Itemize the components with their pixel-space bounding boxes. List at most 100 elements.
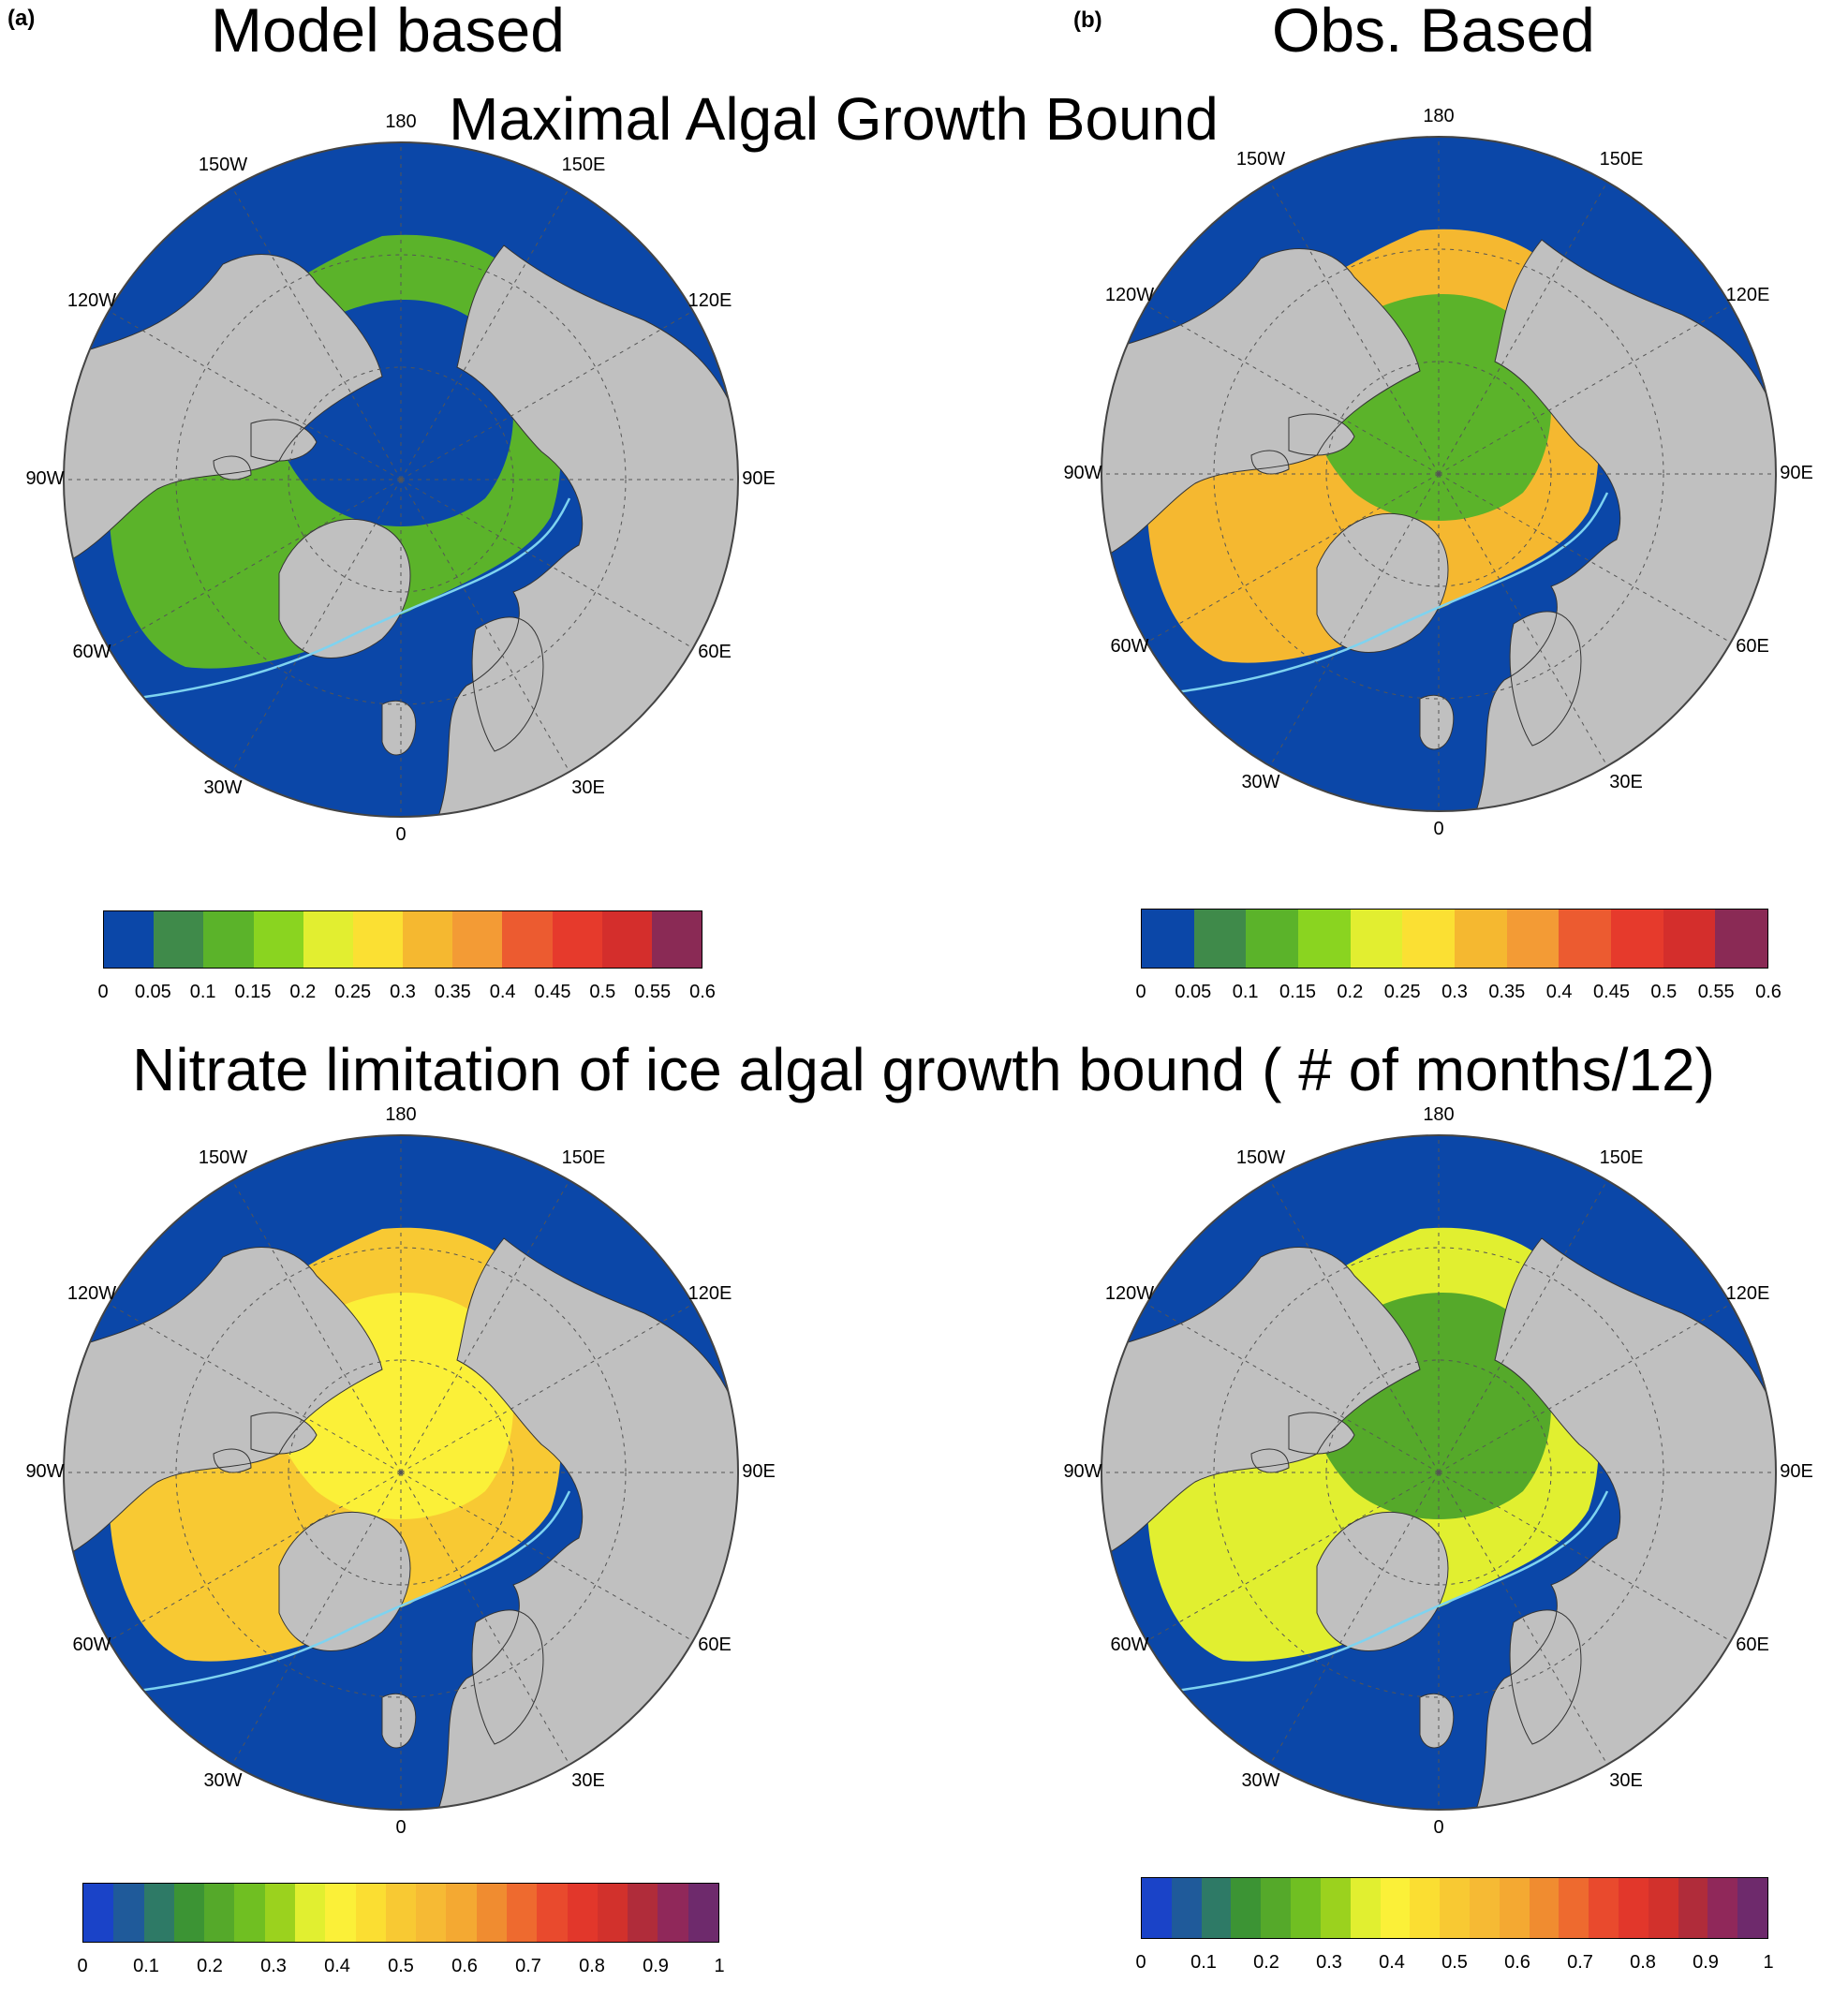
colorbar-tick-label: 0.7 bbox=[1567, 1952, 1593, 1973]
longitude-label: 150E bbox=[562, 1147, 606, 1168]
meridian-line bbox=[1438, 1472, 1732, 1642]
colorbar-swatch bbox=[1589, 1878, 1619, 1938]
longitude-label: 150E bbox=[1600, 149, 1644, 170]
longitude-label: 90W bbox=[25, 1461, 64, 1482]
colorbar-swatch bbox=[203, 911, 254, 968]
landmass-layer bbox=[1101, 1237, 1776, 1810]
colorbar-swatch bbox=[1246, 910, 1299, 968]
latitude-circle bbox=[175, 254, 627, 705]
colorbar-swatch bbox=[1663, 910, 1716, 968]
map-border bbox=[63, 141, 739, 818]
graticule bbox=[1101, 1135, 1776, 1810]
colorbar-swatch bbox=[506, 1884, 538, 1942]
colorbar-swatch bbox=[83, 1884, 114, 1942]
meridian-line bbox=[1146, 304, 1440, 475]
colorbar-tick-label: 0.2 bbox=[1337, 982, 1364, 1002]
meridian-line bbox=[108, 1303, 402, 1473]
colorbar-tick-label: 0 bbox=[1135, 982, 1146, 1002]
colorbar-swatches bbox=[82, 1883, 719, 1943]
latitude-circle bbox=[1213, 248, 1664, 700]
colorbar-swatch bbox=[658, 1884, 688, 1942]
longitude-label: 0 bbox=[1433, 819, 1443, 839]
colorbar-swatch bbox=[1350, 1878, 1381, 1938]
longitude-label: 150W bbox=[1236, 1147, 1285, 1168]
colorbar-swatch bbox=[1506, 910, 1560, 968]
longitude-label: 90E bbox=[742, 1461, 776, 1482]
ice-edge-line bbox=[1129, 1490, 1609, 1699]
colorbar-tick-label: 0 bbox=[1135, 1952, 1146, 1973]
colorbar-swatch bbox=[143, 1884, 174, 1942]
polar-map-svg: 180 150W 150E 120W 120E 90W 90E 60W 60E 30W 30E 0 bbox=[25, 1104, 775, 1838]
colorbar-swatch bbox=[1737, 1878, 1768, 1938]
meridian-line bbox=[108, 1472, 402, 1642]
colorbar-swatches bbox=[103, 910, 702, 969]
colorbar-tick-label: 0.2 bbox=[289, 982, 317, 1002]
latitude-circle bbox=[175, 1247, 627, 1698]
meridian-line bbox=[1438, 1179, 1608, 1473]
meridian-line bbox=[1438, 1303, 1732, 1473]
colorbar-tick-label: 0.4 bbox=[1379, 1952, 1405, 1973]
meridian-line bbox=[1269, 1472, 1440, 1766]
colorbar-a-top: 0 0.05 0.1 0.15 0.2 0.25 0.3 0.35 0.4 0.45 0.5 0.55… bbox=[97, 910, 716, 1002]
colorbar-swatch bbox=[1559, 910, 1612, 968]
longitude-label: 90W bbox=[1063, 463, 1101, 483]
colorbar-swatch bbox=[651, 911, 702, 968]
longitude-label: 120E bbox=[688, 290, 732, 311]
colorbar-swatch bbox=[628, 1884, 658, 1942]
colorbar-tick-label: 0.05 bbox=[1175, 982, 1212, 1002]
longitude-label: 60W bbox=[72, 1635, 111, 1655]
meridian-line bbox=[400, 1472, 694, 1642]
polar-map-svg: 180 150W 150E 120W 120E 90W 90E 60W 60E 30W 30E 0 bbox=[1063, 106, 1812, 839]
colorbar-tick-label: 0.5 bbox=[1441, 1952, 1468, 1973]
longitude-label: 60E bbox=[1736, 636, 1769, 657]
colorbar-swatch bbox=[446, 1884, 477, 1942]
longitude-label: 60E bbox=[698, 642, 732, 662]
longitude-label: 60W bbox=[1110, 636, 1148, 657]
ice-edge-line bbox=[1129, 492, 1609, 701]
longitude-label: 180 bbox=[1423, 106, 1454, 126]
colorbar-swatch bbox=[1559, 1878, 1589, 1938]
longitude-label: 30W bbox=[203, 1770, 242, 1791]
colorbar-tick-label: 0.35 bbox=[1488, 982, 1526, 1002]
longitude-label: 150W bbox=[1236, 149, 1285, 170]
meridian-line bbox=[1438, 473, 1608, 767]
colorbar-swatch bbox=[253, 911, 303, 968]
meridian-line bbox=[1438, 181, 1608, 475]
colorbar-tick-label: 0 bbox=[77, 1956, 88, 1976]
colorbar-tick-label: 0.4 bbox=[324, 1956, 350, 1976]
meridian-line bbox=[1146, 473, 1440, 644]
colorbar-tick-label: 0.1 bbox=[1190, 1952, 1217, 1973]
colorbar-swatch bbox=[385, 1884, 417, 1942]
longitude-label: 150E bbox=[562, 155, 606, 175]
meridian-line bbox=[1269, 181, 1440, 475]
top-row-title: Maximal Algal Growth Bound bbox=[449, 85, 1219, 153]
colorbar-swatch bbox=[294, 1884, 326, 1942]
colorbar-swatch bbox=[154, 911, 204, 968]
ice-edge-line bbox=[91, 497, 571, 706]
longitude-label: 0 bbox=[395, 1817, 406, 1838]
graticule bbox=[1101, 137, 1776, 811]
colorbar-swatch bbox=[1298, 910, 1351, 968]
colorbar-tick-label: 0.6 bbox=[689, 982, 716, 1002]
colorbar-swatch bbox=[1142, 910, 1194, 968]
colorbar-swatch bbox=[234, 1884, 265, 1942]
colorbar-a-bottom: 0 0.1 0.2 0.3 0.4 0.5 0.6 0.7 0.8 0.9 1 bbox=[77, 1883, 725, 1976]
map-b-top: 180 150W 150E 120W 120E 90W 90E 60W 60E 30W 30E 0 bbox=[1063, 106, 1812, 839]
meridian-line bbox=[1438, 1472, 1608, 1766]
colorbar-tick-label: 0.05 bbox=[134, 982, 171, 1002]
polar-map-svg: 180 150W 150E 120W 120E 90W 90E 60W 60E 30W 30E 0 bbox=[25, 111, 775, 845]
meridian-line bbox=[400, 186, 570, 481]
colorbar-swatch bbox=[1529, 1878, 1560, 1938]
colorbar-swatch bbox=[1142, 1878, 1172, 1938]
longitude-label: 30W bbox=[203, 777, 242, 798]
colorbar-swatch bbox=[1231, 1878, 1262, 1938]
colorbar-tick-label: 0.6 bbox=[451, 1956, 478, 1976]
colorbar-tick-label: 0.25 bbox=[334, 982, 372, 1002]
graticule bbox=[64, 142, 738, 817]
ice-edge-line bbox=[91, 1490, 571, 1699]
colorbar-swatch bbox=[403, 911, 453, 968]
meridian-line bbox=[1146, 1472, 1440, 1642]
panel-a-tag: (a) bbox=[7, 6, 36, 31]
longitude-label: 90W bbox=[25, 468, 64, 489]
longitude-label: 30E bbox=[571, 777, 605, 798]
